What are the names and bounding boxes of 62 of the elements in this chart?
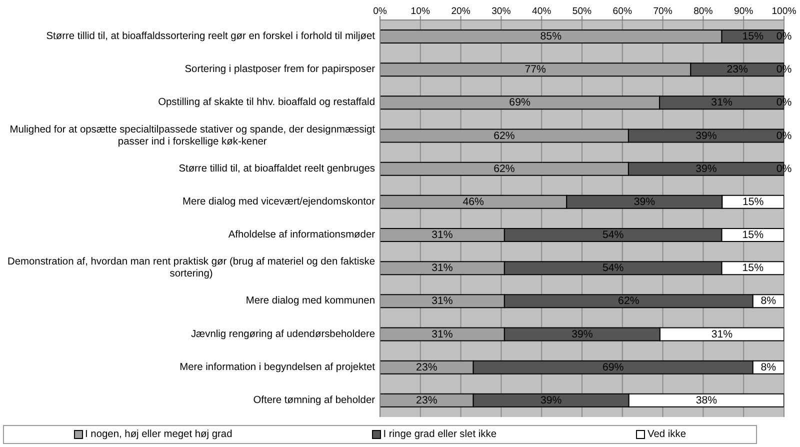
x-tick-label: 70%: [653, 6, 673, 17]
data-label: 62%: [494, 162, 516, 175]
data-label: 0%: [776, 96, 792, 109]
data-label: 15%: [742, 262, 764, 274]
y-tick-label: Mere dialog med vicevært/ejendomskontor: [182, 196, 376, 208]
data-label: 0%: [776, 30, 792, 42]
y-tick-label: Afholdelse af informationsmøder: [228, 230, 376, 241]
y-tick-label: Større tillid til, at bioaffaldet reelt genbruges: [178, 163, 375, 174]
y-tick-label: Opstilling af skakte til hhv. bioaffald og restaffald: [158, 97, 376, 108]
x-tick-label: 0%: [373, 6, 388, 17]
data-label: 15%: [742, 30, 764, 42]
y-tick-label: Sortering i plastposer frem for papirsposer: [184, 64, 376, 76]
data-label: 31%: [432, 328, 454, 340]
legend-label: I nogen, høj eller meget høj grad: [85, 429, 232, 440]
data-label: 31%: [432, 295, 454, 308]
data-label: 62%: [618, 295, 640, 308]
data-label: 54%: [602, 262, 624, 274]
x-tick-label: 100%: [772, 6, 797, 17]
legend-label: Ved ikke: [647, 429, 686, 440]
data-label: 31%: [432, 262, 454, 274]
data-label: 69%: [602, 361, 624, 374]
x-tick-label: 90%: [734, 6, 754, 17]
data-label: 8%: [760, 295, 777, 308]
x-tick-label: 40%: [532, 6, 552, 17]
data-label: 85%: [540, 30, 562, 42]
data-label: 39%: [540, 394, 562, 406]
data-label: 0%: [776, 130, 792, 142]
y-tick-label: Demonstration af, hvordan man rent praktisk gør (brug af materiel og den faktiske sortering): [8, 256, 376, 280]
data-label: 38%: [696, 394, 718, 406]
data-label: 77%: [524, 64, 547, 76]
data-label: 23%: [726, 64, 749, 76]
data-label: 39%: [696, 162, 718, 175]
x-tick-label: 20%: [451, 6, 471, 17]
data-label: 69%: [509, 96, 531, 109]
data-label: 15%: [742, 196, 764, 208]
data-label: 46%: [462, 196, 485, 208]
data-label: 39%: [572, 328, 594, 340]
x-tick-label: 10%: [410, 6, 430, 17]
x-tick-label: 80%: [694, 6, 714, 17]
data-label: 39%: [696, 130, 718, 142]
data-label: 31%: [711, 328, 734, 340]
x-tick-label: 60%: [612, 6, 632, 17]
x-tick-label: 50%: [572, 6, 592, 17]
y-tick-label: Oftere tømning af beholder: [253, 394, 376, 406]
y-tick-label: Mere dialog med kommunen: [246, 296, 375, 307]
data-label: 0%: [776, 64, 792, 76]
data-label: 15%: [742, 229, 764, 241]
data-label: 39%: [634, 196, 656, 208]
y-tick-label: Større tillid til, at bioaffaldssortering reelt gør en forskel i forhold til miljøet: [46, 31, 376, 42]
data-label: 62%: [494, 130, 516, 142]
data-label: 31%: [711, 96, 733, 109]
data-label: 0%: [776, 162, 792, 175]
data-label: 23%: [416, 361, 438, 374]
y-tick-label: Mulighed for at opsætte specialtilpassede stativer og spande, der designmæssigt passer ind i forskellige køk-kener: [10, 124, 376, 148]
x-tick-label: 30%: [492, 6, 512, 17]
y-tick-label: Mere information i begyndelsen af projektet: [180, 362, 376, 373]
data-label: 23%: [416, 394, 438, 406]
data-label: 31%: [432, 229, 454, 241]
legend-label: I ringe grad eller slet ikke: [383, 429, 496, 440]
y-tick-label: Jævnlig rengøring af udendørsbeholdere: [190, 328, 376, 340]
data-label: 54%: [602, 229, 624, 241]
data-label: 8%: [760, 361, 777, 374]
